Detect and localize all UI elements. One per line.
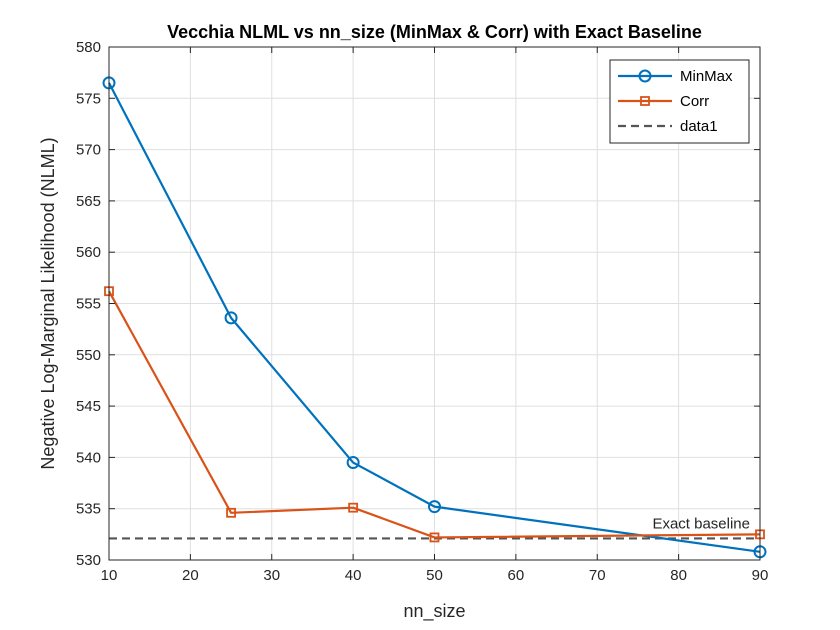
legend-label-minmax: MinMax: [680, 68, 733, 85]
x-tick-label: 70: [589, 567, 606, 584]
x-tick-label: 20: [182, 567, 199, 584]
legend-marker-corr: [640, 96, 650, 106]
y-tick-label: 545: [76, 398, 101, 415]
y-tick-label: 530: [76, 552, 101, 569]
x-tick-label: 80: [670, 567, 687, 584]
y-tick-label: 580: [76, 39, 101, 56]
x-tick-label: 60: [508, 567, 525, 584]
legend-marker-minmax: [638, 69, 652, 83]
chart-title: Vecchia NLML vs nn_size (MinMax & Corr) …: [167, 22, 702, 42]
x-axis-label: nn_size: [403, 601, 465, 622]
x-tick-label: 50: [426, 567, 443, 584]
y-tick-label: 575: [76, 90, 101, 107]
y-tick-label: 570: [76, 142, 101, 159]
y-tick-label: 560: [76, 244, 101, 261]
data-point-minmax: [346, 456, 360, 470]
tick-marks: [108, 46, 761, 561]
data-point-minmax: [224, 311, 238, 325]
y-tick-label: 535: [76, 501, 101, 518]
baseline-annotation: Exact baseline: [652, 515, 750, 532]
y-axis-label: Negative Log-Marginal Likelihood (NLML): [38, 137, 58, 469]
data-point-corr: [348, 502, 359, 513]
y-tick-label: 555: [76, 296, 101, 313]
legend-label-corr: Corr: [680, 93, 709, 110]
data-point-corr: [226, 507, 236, 518]
tick-labels: 10 20 30 40 50 60 70 80 90 530 535 540 545 550 555 560 5…: [76, 39, 768, 584]
y-tick-label: 550: [76, 347, 101, 364]
y-tick-label: 540: [76, 449, 101, 466]
series-line-corr: [108, 290, 761, 539]
y-tick-label: 565: [76, 193, 101, 210]
x-tick-label: 90: [752, 567, 769, 584]
x-tick-label: 10: [101, 567, 118, 584]
legend: MinMax Corr data1: [609, 59, 750, 144]
data-point-minmax: [428, 500, 441, 514]
x-tick-label: 30: [263, 567, 280, 584]
data-point-corr: [429, 532, 440, 543]
legend-label-data1: data1: [680, 118, 718, 135]
x-tick-label: 40: [345, 567, 362, 584]
series-line-minmax: [108, 82, 761, 553]
